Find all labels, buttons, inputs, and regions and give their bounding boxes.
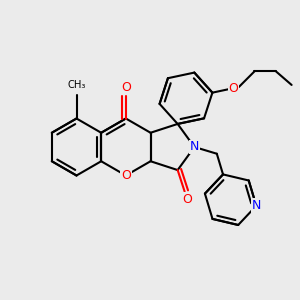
Text: O: O: [121, 81, 131, 94]
Text: CH₃: CH₃: [67, 80, 86, 91]
Text: N: N: [190, 140, 199, 154]
Text: N: N: [252, 199, 261, 212]
Text: O: O: [182, 193, 192, 206]
Text: O: O: [229, 82, 238, 95]
Text: O: O: [121, 169, 131, 182]
